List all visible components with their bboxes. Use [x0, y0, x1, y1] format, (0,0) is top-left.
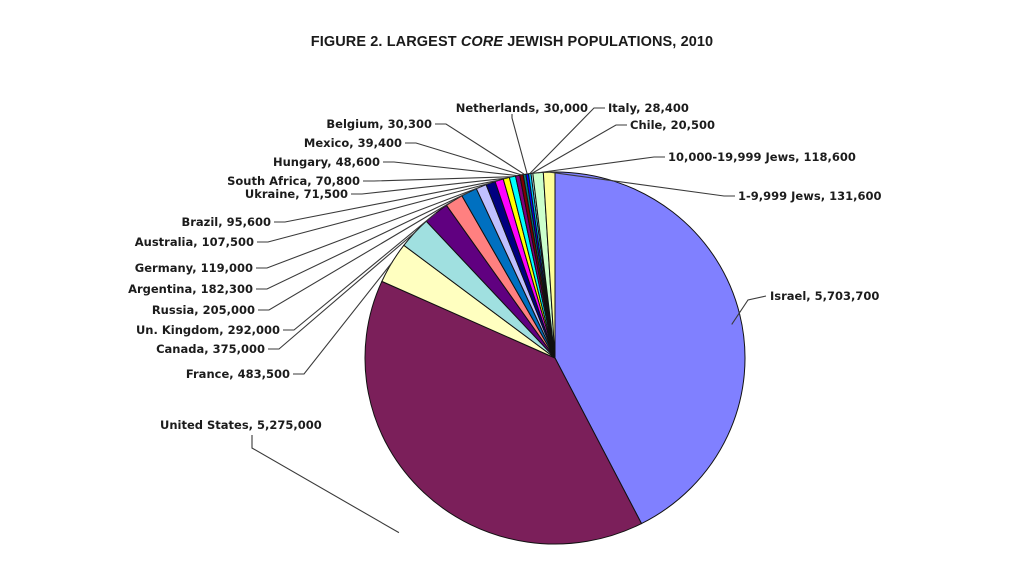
leader-line — [511, 114, 528, 175]
leader-line — [383, 161, 518, 177]
pie-slice-united-states — [364, 280, 643, 545]
chart-title: FIGURE 2. LARGEST CORE JEWISH POPULATION… — [0, 34, 1024, 50]
leader-line — [549, 171, 735, 197]
callout-label: Chile, 20,500 — [630, 118, 715, 132]
callout-label: Canada, 375,000 — [156, 342, 265, 356]
leader-line — [258, 199, 455, 311]
leader-line — [268, 232, 415, 350]
leader-line — [529, 107, 605, 175]
leader-line — [435, 123, 525, 175]
callout-label: Hungary, 48,600 — [273, 155, 380, 169]
title-suffix: JEWISH POPULATIONS, 2010 — [503, 34, 714, 50]
leader-line — [293, 262, 393, 375]
callout-label: Argentina, 182,300 — [128, 282, 253, 296]
callout-label: South Africa, 70,800 — [227, 174, 360, 188]
leader-line — [351, 177, 507, 195]
callout-labels: Israel, 5,703,700 United States, 5,275,00… — [128, 101, 881, 432]
title-prefix: FIGURE 2. LARGEST — [310, 34, 461, 50]
leader-line — [251, 435, 400, 534]
callout-label: 1-9,999 Jews, 131,600 — [738, 189, 881, 203]
pie-slices — [364, 171, 746, 545]
callout-label: 10,000-19,999 Jews, 118,600 — [668, 150, 856, 164]
callout-label: Israel, 5,703,700 — [770, 289, 879, 303]
leader-line — [363, 176, 513, 182]
leader-line — [537, 156, 665, 174]
leader-line — [256, 191, 470, 290]
leader-line — [274, 179, 500, 223]
callout-label: United States, 5,275,000 — [160, 418, 322, 432]
callout-label: Germany, 119,000 — [135, 261, 253, 275]
callout-label: Italy, 28,400 — [608, 101, 689, 115]
callout-label: Belgium, 30,300 — [326, 117, 432, 131]
callout-label: Netherlands, 30,000 — [456, 101, 588, 115]
callout-label: France, 483,500 — [186, 367, 290, 381]
pie-slice-israel — [554, 171, 746, 525]
leader-line — [731, 295, 767, 325]
callout-label: Mexico, 39,400 — [304, 136, 402, 150]
callout-label: Ukraine, 71,500 — [245, 187, 348, 201]
callout-label: Un. Kingdom, 292,000 — [136, 323, 280, 337]
leader-lines — [251, 107, 767, 534]
leader-line — [256, 186, 482, 269]
title-core-italic: CORE — [460, 34, 504, 50]
leader-line — [405, 142, 522, 176]
callout-label: Brazil, 95,600 — [181, 215, 271, 229]
callout-label: Russia, 205,000 — [152, 303, 255, 317]
callout-label: Australia, 107,500 — [135, 235, 254, 249]
leader-line — [283, 212, 437, 331]
leader-line — [257, 182, 491, 243]
leader-line — [531, 124, 627, 174]
